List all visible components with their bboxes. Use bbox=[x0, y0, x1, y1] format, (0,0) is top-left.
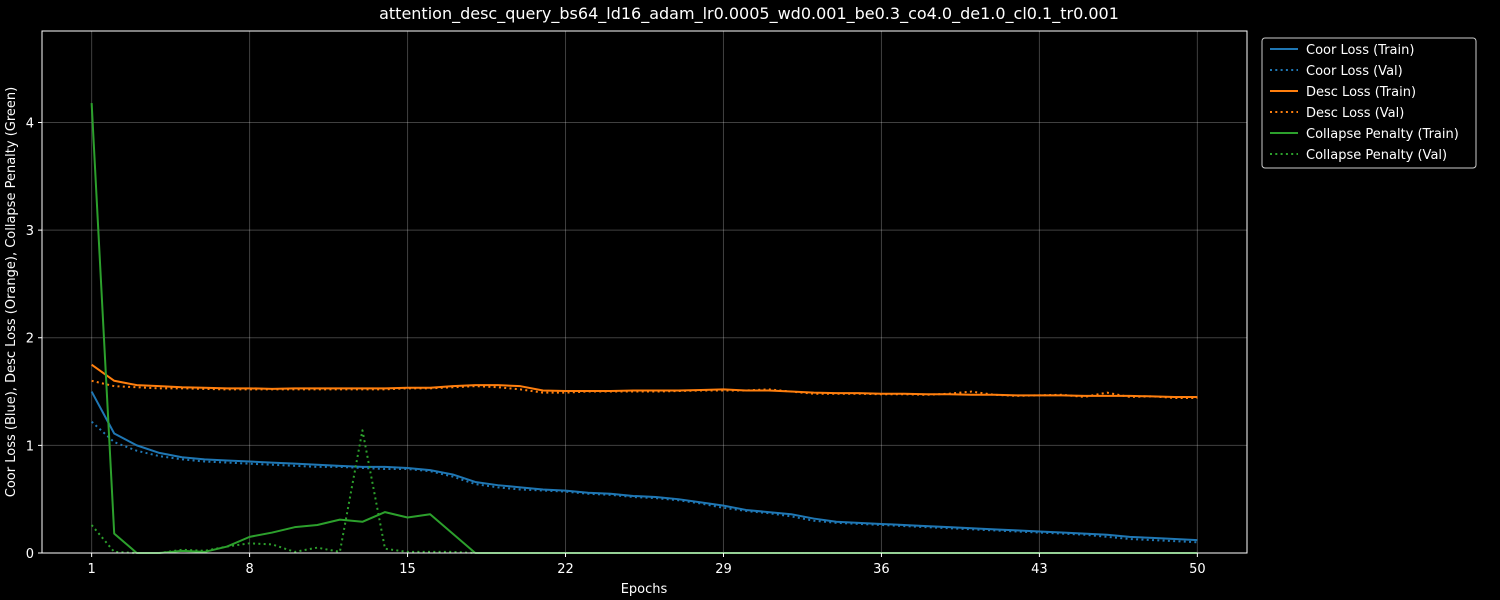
legend-label: Coor Loss (Train) bbox=[1306, 43, 1414, 58]
y-tick-label: 4 bbox=[26, 116, 34, 131]
x-tick-label: 8 bbox=[245, 562, 253, 577]
legend-label: Desc Loss (Train) bbox=[1306, 85, 1416, 100]
x-tick-label: 50 bbox=[1189, 562, 1206, 577]
legend-label: Collapse Penalty (Train) bbox=[1306, 127, 1459, 142]
x-tick-label: 15 bbox=[399, 562, 416, 577]
x-tick-label: 43 bbox=[1031, 562, 1048, 577]
y-tick-label: 0 bbox=[26, 547, 34, 562]
y-tick-label: 3 bbox=[26, 224, 34, 239]
plot-frame bbox=[41, 30, 1248, 554]
y-axis-label: Coor Loss (Blue), Desc Loss (Orange), Co… bbox=[4, 87, 19, 497]
legend: Coor Loss (Train) Coor Loss (Val) Desc Los… bbox=[1261, 37, 1477, 169]
y-tick-label: 1 bbox=[26, 439, 34, 454]
legend-box bbox=[1261, 37, 1477, 169]
x-tick-label: 22 bbox=[557, 562, 574, 577]
series-line-desc-loss-val bbox=[91, 379, 1198, 400]
x-tick-label: 29 bbox=[715, 562, 732, 577]
series-line-collapse-penalty-val bbox=[90, 429, 1198, 554]
series-line-coor-loss-train bbox=[90, 391, 1198, 542]
x-axis-label: Epochs bbox=[621, 582, 668, 597]
x-tick-label: 1 bbox=[88, 562, 96, 577]
legend-label: Desc Loss (Val) bbox=[1306, 106, 1404, 121]
legend-label: Collapse Penalty (Val) bbox=[1306, 148, 1447, 163]
y-tick-label: 2 bbox=[26, 332, 34, 347]
chart-title: attention_desc_query_bs64_ld16_adam_lr0.… bbox=[379, 4, 1119, 24]
x-tick-label: 36 bbox=[873, 562, 890, 577]
x-axis: 1 8 15 22 29 36 43 50 bbox=[88, 553, 1206, 577]
legend-label: Coor Loss (Val) bbox=[1306, 64, 1403, 79]
y-axis: 0 1 2 3 4 bbox=[26, 116, 42, 562]
